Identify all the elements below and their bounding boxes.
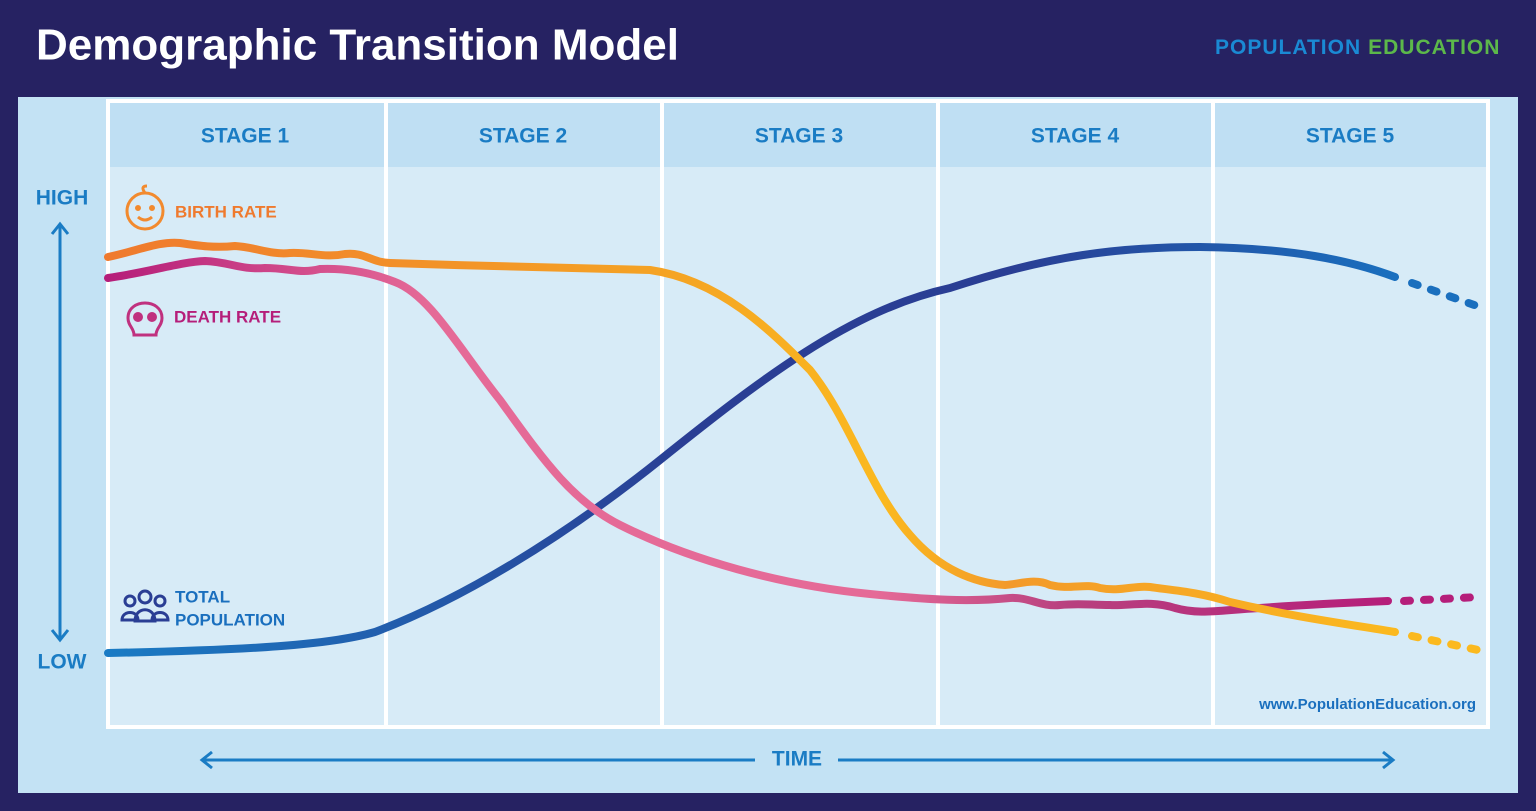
logo-word: EDUCATION	[1368, 36, 1500, 59]
title: Demographic Transition Model	[36, 21, 679, 70]
axis-low: LOW	[38, 651, 87, 674]
vertical-arrow	[50, 221, 70, 643]
birth-rate-label: BIRTH RATE	[175, 202, 277, 221]
death-rate-projection	[1400, 593, 1482, 605]
stage-header	[940, 103, 1211, 167]
time-label: TIME	[772, 748, 822, 771]
stage-columns	[110, 103, 1486, 725]
death-rate-curve	[104, 256, 1392, 616]
birth-rate-curve	[104, 238, 1399, 636]
stage-header	[664, 103, 936, 167]
stage-label: STAGE 2	[479, 125, 567, 148]
stage-header	[1215, 103, 1486, 167]
time-arrow	[199, 750, 1396, 770]
stage-label: STAGE 1	[201, 125, 290, 148]
population-projection	[1408, 279, 1484, 311]
stage-label: STAGE 4	[1031, 125, 1120, 148]
stage-column	[110, 103, 384, 725]
baby-icon	[125, 184, 165, 231]
logo: POPULATION EDUCATION	[1215, 36, 1500, 59]
stage-label: STAGE 3	[755, 125, 843, 148]
skull-icon	[126, 301, 164, 337]
stage-header	[110, 103, 384, 167]
logo-word: POPULATION	[1215, 36, 1361, 59]
birth-rate-projection	[1408, 632, 1482, 654]
death-rate-label: DEATH RATE	[174, 307, 281, 326]
stage-column	[1215, 103, 1486, 725]
website: www.PopulationEducation.org	[1258, 696, 1476, 713]
population-label: TOTAL	[175, 587, 230, 606]
stage-label: STAGE 5	[1306, 125, 1395, 148]
stage-column	[388, 103, 660, 725]
population-curve	[104, 242, 1399, 657]
population-label: POPULATION	[175, 610, 285, 629]
stage-column	[664, 103, 936, 725]
stage-column	[940, 103, 1211, 725]
stage-header	[388, 103, 660, 167]
axis-high: HIGH	[36, 187, 89, 210]
people-icon	[120, 589, 170, 623]
curves	[104, 238, 1484, 657]
